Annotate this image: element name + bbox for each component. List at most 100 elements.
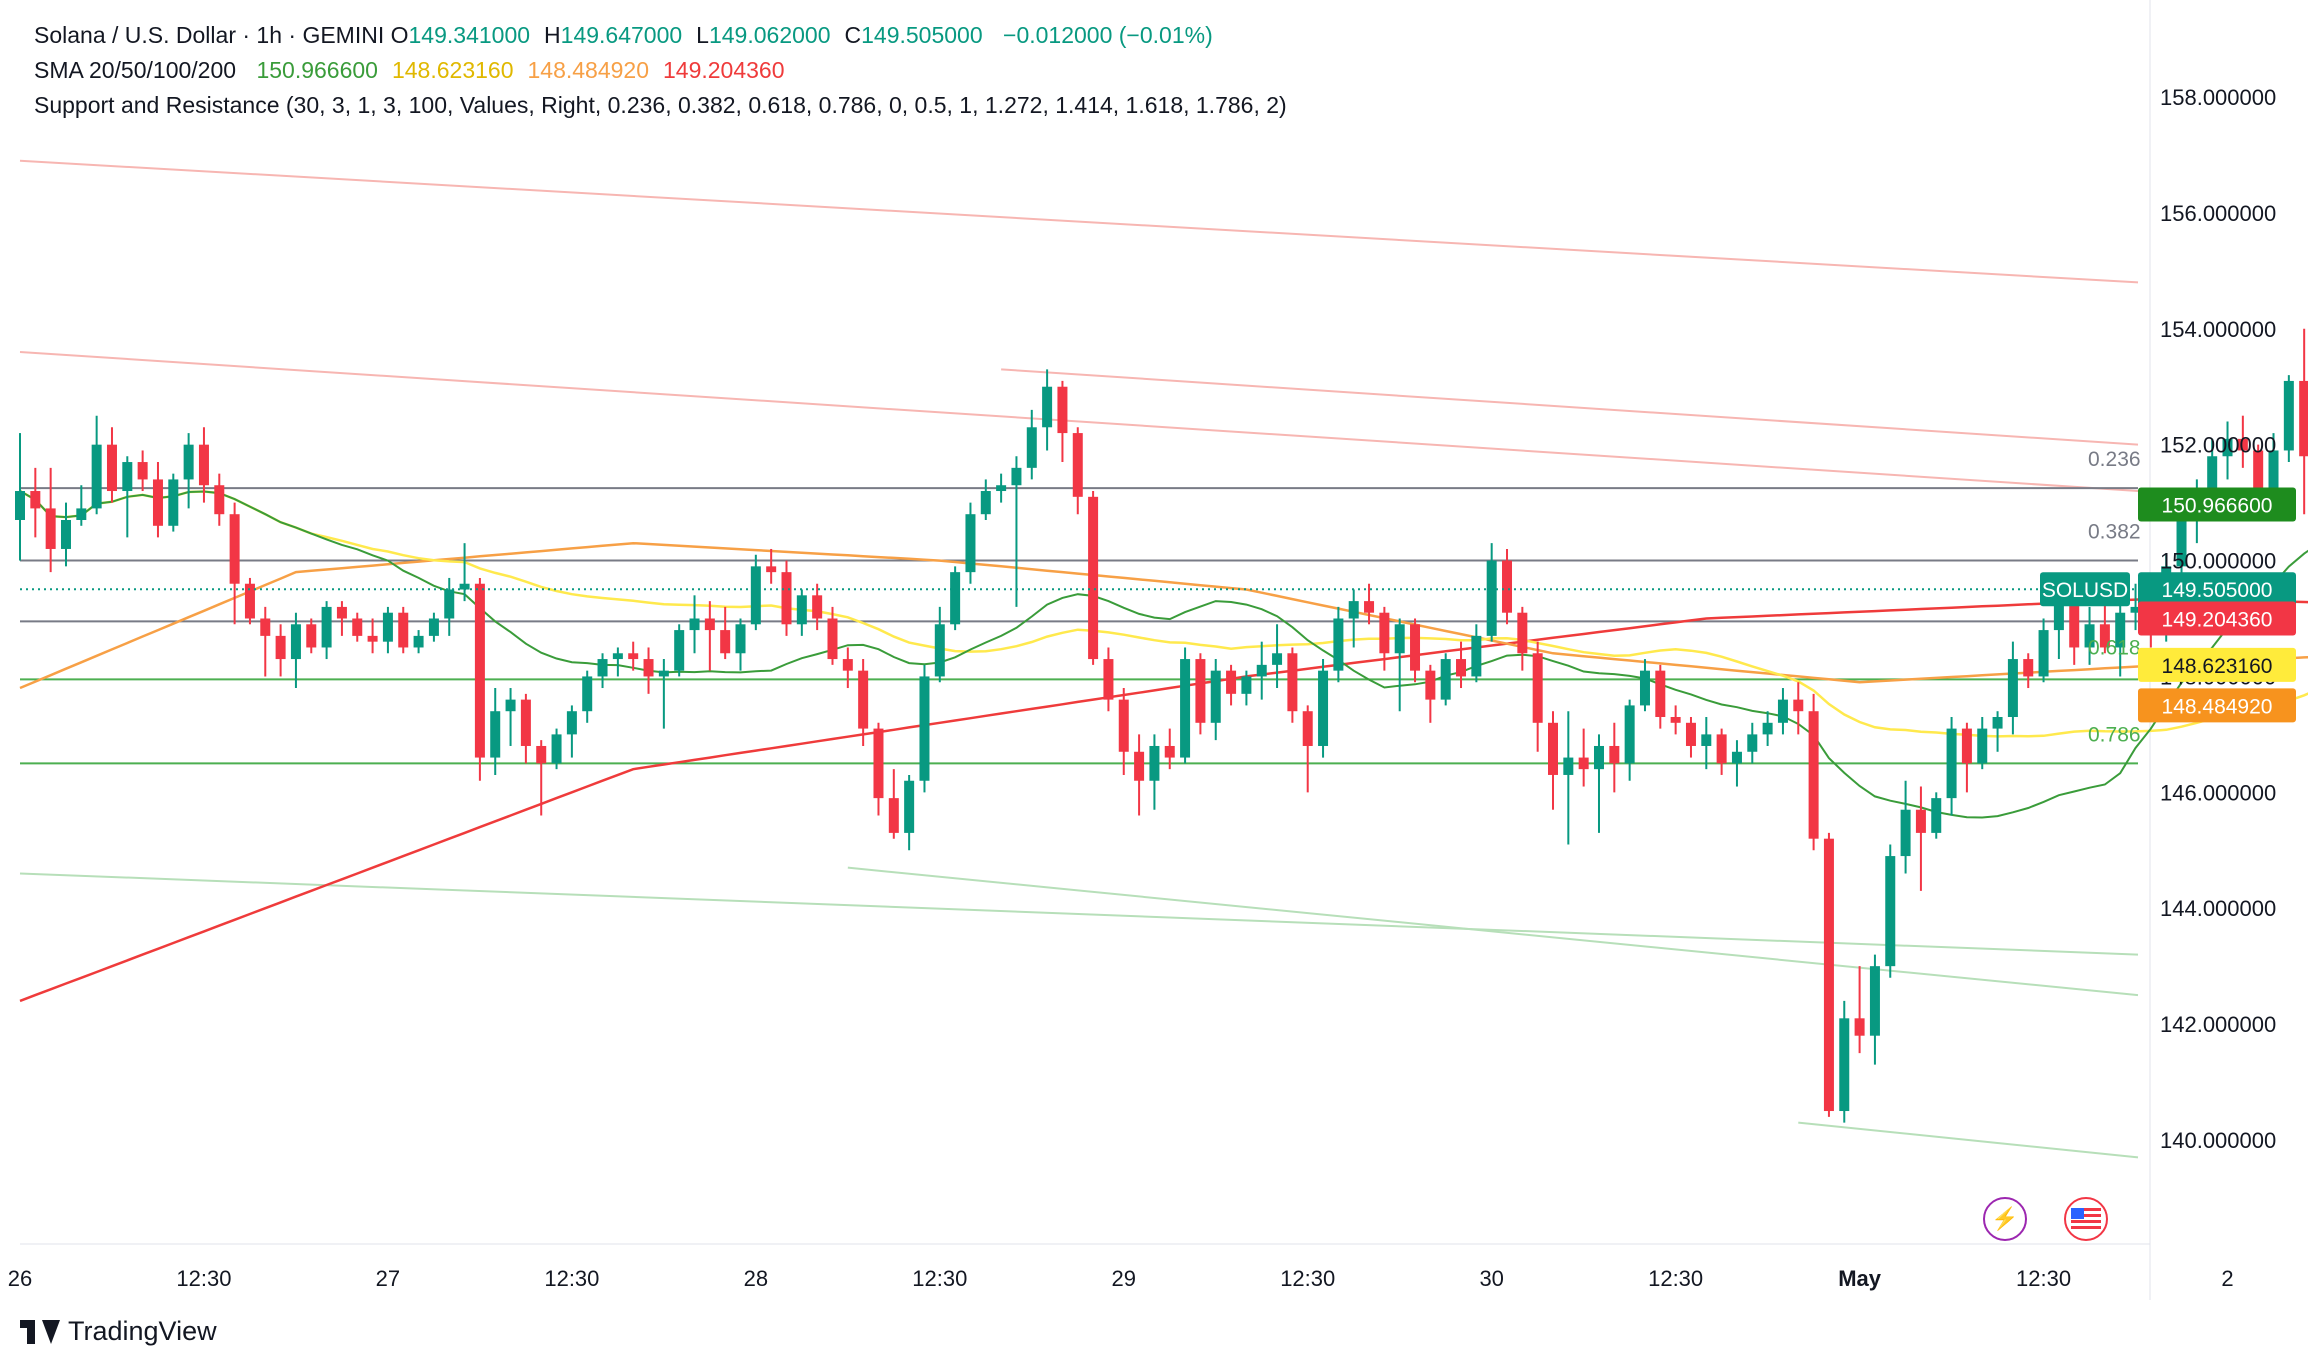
candle[interactable]: [1057, 380, 1068, 463]
candle[interactable]: [1854, 966, 1865, 1054]
candle[interactable]: [904, 774, 915, 851]
candle[interactable]: [198, 427, 209, 503]
candle[interactable]: [275, 624, 286, 677]
lightning-icon[interactable]: ⚡: [1983, 1197, 2027, 1241]
candle[interactable]: [674, 624, 685, 677]
candle[interactable]: [1134, 734, 1145, 816]
candle[interactable]: [1931, 792, 1942, 839]
candle[interactable]: [2130, 583, 2141, 631]
candle[interactable]: [1149, 734, 1160, 810]
candle[interactable]: [1471, 624, 1482, 683]
candle[interactable]: [1456, 641, 1467, 689]
candle[interactable]: [996, 473, 1007, 503]
price-axis[interactable]: 140.000000 142.000000 144.000000 146.000000…: [2160, 85, 2276, 1153]
time-axis[interactable]: 26 12:30 27 12:30 28 12:30 29 12:30 30 12:30 May 12…: [8, 1266, 2308, 1291]
candle[interactable]: [950, 566, 961, 631]
candle[interactable]: [1302, 705, 1313, 793]
candle[interactable]: [1977, 717, 1988, 770]
candle[interactable]: [1287, 647, 1298, 723]
candle[interactable]: [1210, 659, 1221, 741]
candle[interactable]: [1578, 728, 1589, 787]
candle[interactable]: [965, 502, 976, 584]
candle[interactable]: [1563, 711, 1574, 845]
candle[interactable]: [796, 589, 807, 636]
candle[interactable]: [566, 705, 577, 758]
candle[interactable]: [1593, 734, 1604, 833]
us-flag-icon[interactable]: [2064, 1197, 2108, 1241]
candle[interactable]: [2237, 415, 2248, 468]
candle[interactable]: [76, 485, 87, 526]
candle[interactable]: [1992, 711, 2003, 752]
candle[interactable]: [1026, 409, 1037, 480]
candle[interactable]: [91, 415, 102, 515]
candle[interactable]: [490, 688, 501, 775]
candle[interactable]: [1364, 583, 1375, 625]
candle[interactable]: [842, 647, 853, 689]
candle[interactable]: [1532, 641, 1543, 752]
candle[interactable]: [1655, 664, 1666, 729]
candle[interactable]: [168, 473, 179, 532]
candle[interactable]: [1624, 699, 1635, 781]
candle[interactable]: [1379, 606, 1390, 671]
candle[interactable]: [520, 693, 531, 764]
candle[interactable]: [1241, 670, 1252, 706]
candle[interactable]: [1670, 705, 1681, 735]
candle[interactable]: [1777, 688, 1788, 735]
candle[interactable]: [1961, 722, 1972, 793]
candle[interactable]: [1609, 722, 1620, 793]
candle[interactable]: [2007, 641, 2018, 735]
candle[interactable]: [934, 606, 945, 683]
candle[interactable]: [536, 740, 547, 816]
candle[interactable]: [827, 606, 838, 665]
candle[interactable]: [413, 630, 424, 654]
candle[interactable]: [137, 450, 148, 492]
candle[interactable]: [1839, 1000, 1850, 1123]
candle[interactable]: [1164, 728, 1175, 770]
candle[interactable]: [2099, 601, 2110, 654]
candle[interactable]: [1808, 693, 1819, 851]
candle[interactable]: [750, 554, 761, 631]
candle[interactable]: [244, 577, 255, 625]
candle[interactable]: [1348, 589, 1359, 648]
candle[interactable]: [505, 688, 516, 746]
candle[interactable]: [290, 612, 301, 689]
candle[interactable]: [1440, 653, 1451, 706]
candle[interactable]: [2023, 653, 2034, 689]
candle[interactable]: [398, 606, 409, 654]
candle[interactable]: [858, 659, 869, 746]
candle[interactable]: [873, 722, 884, 816]
candle[interactable]: [1502, 548, 1513, 625]
candle[interactable]: [367, 618, 378, 654]
candle[interactable]: [321, 601, 332, 660]
candle[interactable]: [597, 653, 608, 689]
candle[interactable]: [781, 560, 792, 636]
candle[interactable]: [214, 473, 225, 526]
candle[interactable]: [582, 670, 593, 723]
candle[interactable]: [428, 612, 439, 642]
candle[interactable]: [1900, 780, 1911, 874]
candle[interactable]: [1685, 717, 1696, 758]
candle[interactable]: [1762, 711, 1773, 746]
support-resistance-label[interactable]: Support and Resistance (30, 3, 1, 3, 100…: [34, 92, 1287, 118]
candle[interactable]: [888, 769, 899, 839]
candle[interactable]: [15, 433, 25, 561]
candle[interactable]: [1256, 641, 1267, 700]
candle[interactable]: [1823, 832, 1834, 1117]
candle[interactable]: [720, 606, 731, 660]
candle[interactable]: [2222, 421, 2233, 480]
candle[interactable]: [1731, 740, 1742, 787]
candle[interactable]: [704, 601, 715, 671]
candle[interactable]: [735, 618, 746, 671]
candle[interactable]: [658, 659, 669, 729]
candle[interactable]: [106, 427, 117, 503]
candle[interactable]: [1517, 606, 1528, 671]
candle[interactable]: [1118, 688, 1129, 775]
candle[interactable]: [183, 433, 194, 509]
candle[interactable]: [1639, 659, 1650, 712]
candle[interactable]: [812, 583, 823, 631]
candle[interactable]: [1716, 728, 1727, 775]
candle[interactable]: [1946, 717, 1957, 816]
tradingview-footer[interactable]: TradingView: [20, 1316, 217, 1347]
candle[interactable]: [352, 612, 363, 642]
